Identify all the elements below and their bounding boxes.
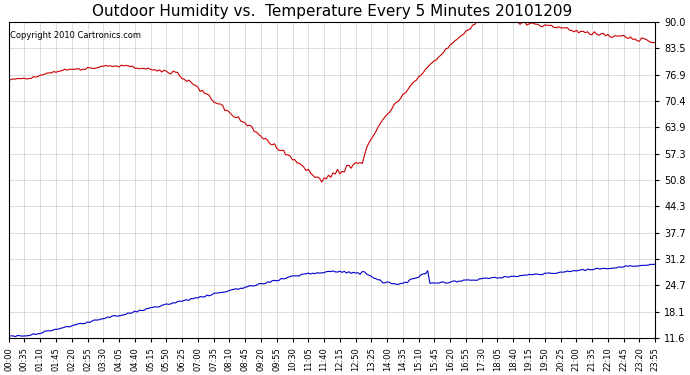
Title: Outdoor Humidity vs.  Temperature Every 5 Minutes 20101209: Outdoor Humidity vs. Temperature Every 5…	[92, 4, 572, 19]
Text: Copyright 2010 Cartronics.com: Copyright 2010 Cartronics.com	[10, 31, 141, 40]
